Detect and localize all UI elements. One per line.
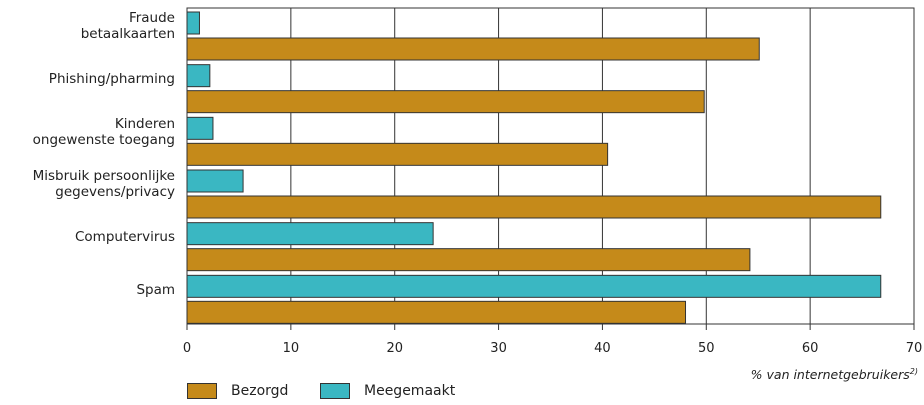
category-label-3: Misbruik persoonlijke gegevens/privacy: [32, 168, 175, 201]
bar-meegemaakt-0: [186, 11, 200, 35]
legend-swatch-meegemaakt: [320, 383, 350, 399]
x-tick-label-40: 40: [594, 341, 611, 356]
bar-bezorgd-0: [186, 37, 760, 61]
x-tick-label-20: 20: [386, 341, 403, 356]
x-tick-label-70: 70: [906, 341, 923, 356]
x-axis-label-text: % van internetgebruikers: [750, 367, 910, 383]
x-axis-label-footnote: 2): [909, 367, 918, 376]
plot-frame: [186, 7, 915, 325]
bar-bezorgd-5: [186, 300, 687, 324]
category-label-0: Fraude betaalkaarten: [80, 10, 175, 43]
bar-meegemaakt-4: [186, 222, 434, 246]
category-label-5: Spam: [136, 281, 175, 298]
bar-bezorgd-3: [186, 195, 882, 219]
x-axis-label: % van internetgebruikers2): [751, 367, 918, 382]
x-tick-label-50: 50: [698, 341, 715, 356]
bar-bezorgd-1: [186, 90, 705, 114]
category-label-4: Computervirus: [75, 229, 175, 245]
legend-item-meegemaakt: Meegemaakt: [320, 383, 455, 399]
x-tick-label-60: 60: [802, 341, 819, 356]
bar-meegemaakt-1: [186, 64, 211, 88]
bar-bezorgd-2: [186, 142, 609, 166]
bar-meegemaakt-5: [186, 274, 882, 298]
bar-meegemaakt-2: [186, 116, 214, 140]
category-label-1: Phishing/pharming: [48, 71, 175, 87]
x-tick-label-30: 30: [490, 341, 507, 356]
legend-label-bezorgd: Bezorgd: [231, 383, 289, 399]
x-tick-label-10: 10: [283, 341, 300, 356]
legend-item-bezorgd: Bezorgd: [187, 383, 288, 399]
category-label-2: Kinderen ongewenste toegang: [32, 115, 175, 148]
bar-bezorgd-4: [186, 248, 751, 272]
legend-swatch-bezorgd: [187, 383, 217, 399]
x-tick-label-0: 0: [183, 341, 191, 356]
legend-label-meegemaakt: Meegemaakt: [364, 383, 456, 399]
bar-meegemaakt-3: [186, 169, 244, 193]
